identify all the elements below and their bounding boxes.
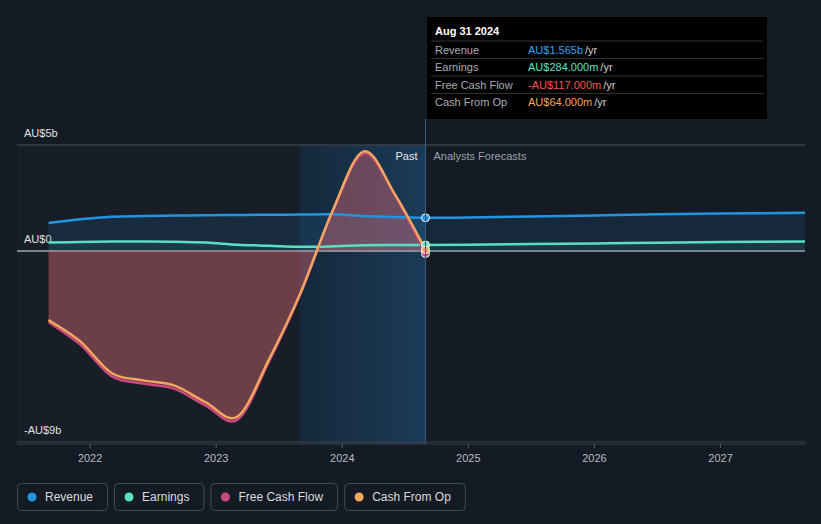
y-tick-label: AU$0 <box>24 233 52 245</box>
grid-line <box>17 441 805 442</box>
tooltip-value: -AU$117.000m/yr <box>528 79 616 91</box>
series-area <box>49 213 805 251</box>
frame-top <box>17 145 805 146</box>
legend-swatch <box>355 493 364 502</box>
legend-item[interactable]: Earnings <box>115 484 204 511</box>
tooltip-title: Aug 31 2024 <box>435 25 500 37</box>
x-tick <box>90 444 91 448</box>
tooltip-separator <box>431 41 763 42</box>
chart: AU$5b AU$0 -AU$9b 2022 2023 2024 2025 2026 2027 P… <box>0 0 821 524</box>
legend-label: Cash From Op <box>372 490 451 504</box>
y-tick-label: -AU$9b <box>24 424 61 436</box>
tooltip-box <box>427 17 767 119</box>
legend-button <box>115 484 204 511</box>
x-tick-label: 2026 <box>582 452 606 464</box>
past-label: Past <box>395 150 417 162</box>
series-line <box>49 213 805 223</box>
x-tick-label: 2025 <box>456 452 480 464</box>
series-line <box>49 153 426 421</box>
y-tick-label: AU$5b <box>24 127 58 139</box>
tooltip-label: Earnings <box>435 61 479 73</box>
series-line <box>49 151 426 418</box>
x-tick-label: 2024 <box>330 452 354 464</box>
x-tick <box>594 444 595 448</box>
legend-button <box>18 484 108 511</box>
tooltip-label: Free Cash Flow <box>435 79 513 91</box>
tooltip-unit: /yr <box>585 44 598 56</box>
legend-label: Free Cash Flow <box>238 490 323 504</box>
tooltip-separator <box>431 76 763 77</box>
x-tick-label: 2022 <box>78 452 102 464</box>
tooltip-label: Revenue <box>435 44 479 56</box>
frame-bottom <box>17 444 805 445</box>
tooltip-value: AU$64.000m/yr <box>528 96 607 108</box>
x-tick <box>468 444 469 448</box>
present-line <box>425 119 426 444</box>
tooltip-number: -AU$117.000m <box>528 79 601 91</box>
x-tick-label: 2023 <box>204 452 228 464</box>
tooltip-separator <box>431 93 763 94</box>
forecast-label: Analysts Forecasts <box>433 150 526 162</box>
legend-item[interactable]: Cash From Op <box>345 484 466 511</box>
legend-button <box>211 484 338 511</box>
tooltip-unit: /yr <box>600 61 613 73</box>
plot-area <box>49 151 805 421</box>
legend-swatch <box>221 493 230 502</box>
x-tick <box>216 444 217 448</box>
legend-button <box>345 484 466 511</box>
tooltip-unit: /yr <box>603 79 616 91</box>
tooltip-number: AU$284.000m <box>528 61 598 73</box>
legend-swatch <box>28 493 37 502</box>
tooltip-number: AU$1.565b <box>528 44 583 56</box>
grid-line <box>17 145 805 146</box>
legend-label: Earnings <box>142 490 189 504</box>
x-tick <box>342 444 343 448</box>
tooltip-value: AU$1.565b/yr <box>528 44 598 56</box>
tooltip-unit: /yr <box>594 96 607 108</box>
series-area <box>49 151 426 418</box>
tooltip-value: AU$284.000m/yr <box>528 61 613 73</box>
x-tick-label: 2027 <box>708 452 732 464</box>
legend-swatch <box>125 493 134 502</box>
tooltip-label: Cash From Op <box>435 96 507 108</box>
x-tick <box>720 444 721 448</box>
legend-item[interactable]: Revenue <box>18 484 108 511</box>
legend-label: Revenue <box>45 490 93 504</box>
background <box>0 0 821 524</box>
legend-item[interactable]: Free Cash Flow <box>211 484 338 511</box>
tooltip-number: AU$64.000m <box>528 96 592 108</box>
tooltip-separator <box>431 58 763 59</box>
